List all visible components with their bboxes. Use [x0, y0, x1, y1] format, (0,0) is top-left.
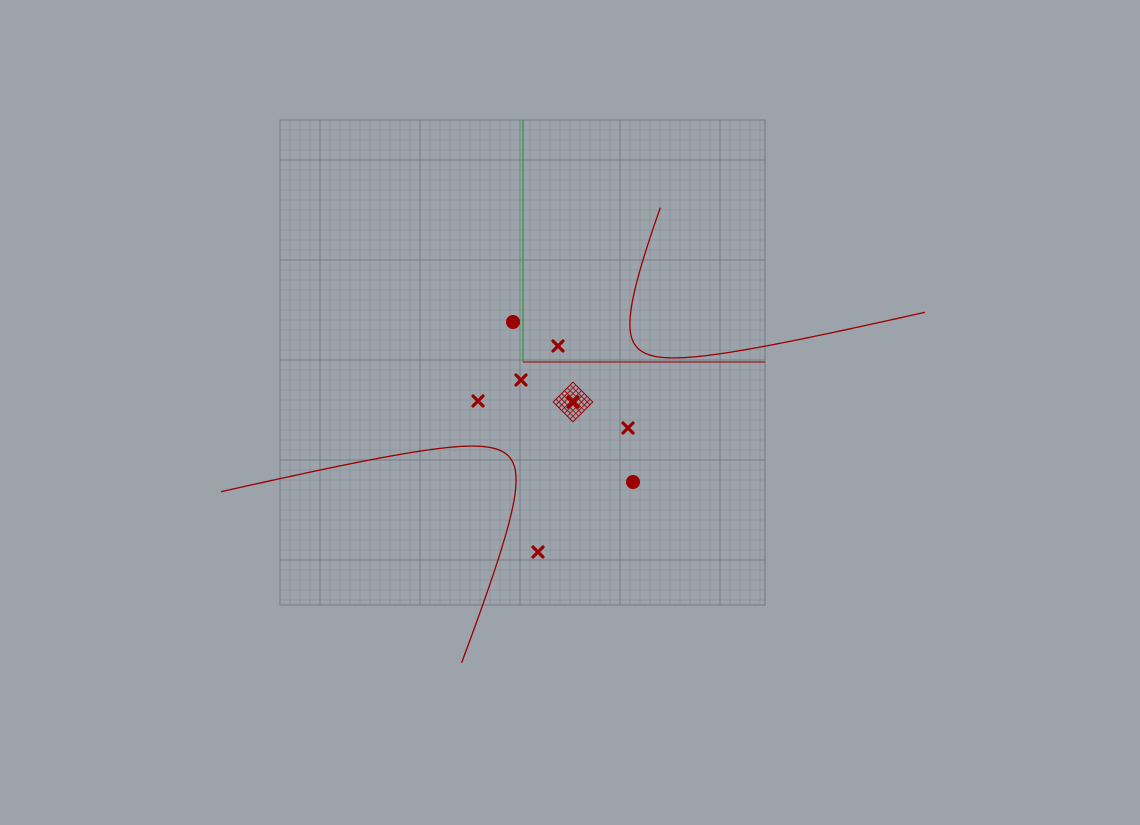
diamond-mesh-icon[interactable] — [552, 381, 594, 423]
cross-mark-b — [551, 339, 565, 353]
mesh-line-v — [569, 398, 591, 420]
curve-layer[interactable] — [220, 207, 926, 664]
center-cross — [566, 395, 580, 409]
cross-mark-b — [471, 394, 485, 408]
cross-mark-b — [531, 545, 545, 559]
mesh-line-h — [569, 384, 591, 406]
control-point-4[interactable] — [621, 421, 635, 435]
focus-point-1[interactable] — [506, 315, 520, 329]
mesh-border — [552, 381, 594, 423]
cross-mark-b — [514, 373, 528, 387]
mesh-line-v — [555, 384, 577, 406]
control-point-1[interactable] — [551, 339, 565, 353]
cross-mark-b — [566, 395, 580, 409]
hyperbola-branch-lower-right[interactable] — [629, 207, 926, 359]
control-point-5[interactable] — [531, 545, 545, 559]
mesh-line-h — [555, 398, 577, 420]
point-layer[interactable] — [471, 315, 640, 559]
control-point-3[interactable] — [471, 394, 485, 408]
world-axes — [522, 120, 765, 363]
focus-point-2[interactable] — [626, 475, 640, 489]
hyperbola-branch-upper-left[interactable] — [220, 445, 517, 664]
control-point-2[interactable] — [514, 373, 528, 387]
cross-mark-b — [621, 421, 635, 435]
